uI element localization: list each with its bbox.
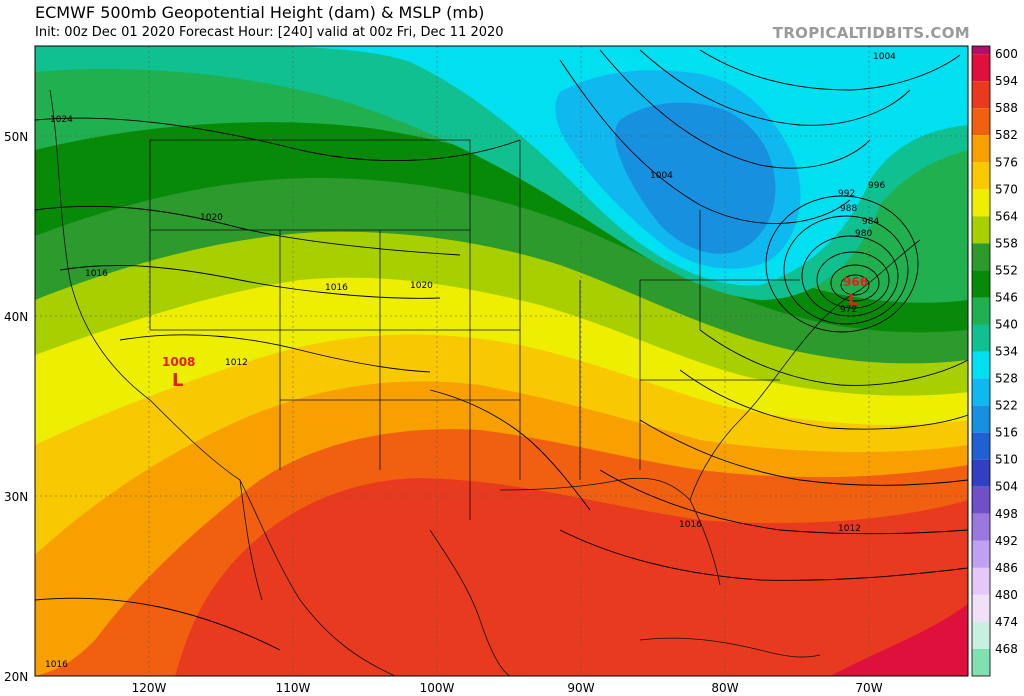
colorbar-swatch xyxy=(972,324,990,352)
colorbar-swatch xyxy=(972,162,990,190)
lon-label: 90W xyxy=(567,681,594,695)
colorbar: 600 594 588 582 576 570 564 558 552 546 540 534 528 5… xyxy=(971,45,1018,677)
low-center-west-value: 1008 xyxy=(162,355,195,369)
colorbar-label: 522 xyxy=(995,399,1018,413)
colorbar-swatch xyxy=(972,108,990,136)
colorbar-label: 510 xyxy=(995,453,1018,467)
isobar-label: 1016 xyxy=(85,269,108,279)
isobars xyxy=(35,49,968,651)
colorbar-swatch xyxy=(972,54,990,82)
lat-label: 30N xyxy=(4,490,28,504)
isobar-label: 972 xyxy=(840,305,857,315)
colorbar-swatch xyxy=(972,405,990,433)
colorbar-swatch xyxy=(972,378,990,406)
colorbar-swatch xyxy=(972,567,990,595)
isobar-label: 1016 xyxy=(45,660,68,670)
colorbar-label: 516 xyxy=(995,426,1018,440)
lon-label: 100W xyxy=(420,681,455,695)
isobar-label: 1016 xyxy=(325,283,348,293)
latitude-labels: 50N 40N 30N 20N xyxy=(4,130,28,684)
low-center-east-symbol: L xyxy=(848,290,858,309)
isobar-label: 1024 xyxy=(50,115,73,125)
isobar-label: 1012 xyxy=(225,358,248,368)
colorbar-label: 582 xyxy=(995,128,1018,142)
isobar-label: 1016 xyxy=(679,520,702,530)
colorbar-swatch xyxy=(972,540,990,568)
isobar-label: 1020 xyxy=(200,213,223,223)
isobar-label: 1004 xyxy=(650,171,673,181)
isobar-label: 992 xyxy=(838,189,855,199)
colorbar-label: 480 xyxy=(995,588,1018,602)
low-center-east-value: 966 xyxy=(843,275,868,289)
isobar-labels: 1024 1020 1016 1020 1016 1012 1004 1004 … xyxy=(45,52,896,670)
band-522 xyxy=(615,102,776,254)
colorbar-label: 552 xyxy=(995,263,1018,277)
lat-label: 40N xyxy=(4,310,28,324)
height-field xyxy=(35,46,968,676)
colorbar-swatch xyxy=(972,297,990,325)
gridlines xyxy=(35,46,968,676)
colorbar-swatch xyxy=(972,513,990,541)
isobar-label: 980 xyxy=(855,229,872,239)
map-title: ECMWF 500mb Geopotential Height (dam) & … xyxy=(35,3,485,22)
colorbar-label: 570 xyxy=(995,182,1018,196)
map-frame xyxy=(34,45,969,677)
colorbar-swatch xyxy=(972,243,990,271)
colorbar-swatch xyxy=(972,594,990,622)
colorbar-swatch xyxy=(972,135,990,163)
colorbar-label: 588 xyxy=(995,101,1018,115)
isobar-label: 1004 xyxy=(873,52,896,62)
colorbar-label: 468 xyxy=(995,642,1018,656)
lon-label: 110W xyxy=(276,681,311,695)
colorbar-label: 492 xyxy=(995,534,1018,548)
colorbar-label: 540 xyxy=(995,317,1018,331)
colorbar-swatch xyxy=(972,648,990,676)
colorbar-label: 528 xyxy=(995,372,1018,386)
lat-label: 50N xyxy=(4,130,28,144)
lon-label: 120W xyxy=(132,681,167,695)
colorbar-swatch xyxy=(972,216,990,244)
isobar-label: 988 xyxy=(840,204,857,214)
colorbar-label: 594 xyxy=(995,74,1018,88)
colorbar-swatch xyxy=(972,81,990,109)
isobar-label: 984 xyxy=(862,217,879,227)
isobar-label: 1012 xyxy=(838,524,861,534)
colorbar-label: 498 xyxy=(995,507,1018,521)
pressure-centers: 1008 L 966 L xyxy=(162,275,868,391)
lat-label: 20N xyxy=(4,670,28,684)
colorbar-swatch xyxy=(972,270,990,298)
colorbar-cap xyxy=(972,46,990,55)
longitude-labels: 120W 110W 100W 90W 80W 70W xyxy=(132,681,883,695)
colorbar-label: 564 xyxy=(995,209,1018,223)
colorbar-label: 576 xyxy=(995,155,1018,169)
low-center-west-symbol: L xyxy=(172,370,183,391)
colorbar-frame xyxy=(971,45,991,677)
colorbar-label: 486 xyxy=(995,561,1018,575)
colorbar-swatch xyxy=(972,351,990,379)
watermark: TROPICALTIDBITS.COM xyxy=(772,24,970,42)
colorbar-swatch xyxy=(972,459,990,487)
colorbar-swatch xyxy=(972,621,990,649)
colorbar-label: 600 xyxy=(995,47,1018,61)
colorbar-swatch xyxy=(972,432,990,460)
colorbar-label: 504 xyxy=(995,480,1018,494)
colorbar-swatch xyxy=(972,486,990,514)
lon-label: 80W xyxy=(711,681,738,695)
colorbar-swatch xyxy=(972,189,990,217)
isobar-label: 996 xyxy=(868,181,885,191)
colorbar-label: 558 xyxy=(995,236,1018,250)
coastlines-borders xyxy=(49,89,921,676)
forecast-info: Init: 00z Dec 01 2020 Forecast Hour: [24… xyxy=(35,25,504,40)
isobar-label: 1020 xyxy=(410,281,433,291)
colorbar-label: 546 xyxy=(995,290,1018,304)
colorbar-label: 474 xyxy=(995,615,1018,629)
lon-label: 70W xyxy=(855,681,882,695)
colorbar-label: 534 xyxy=(995,345,1018,359)
